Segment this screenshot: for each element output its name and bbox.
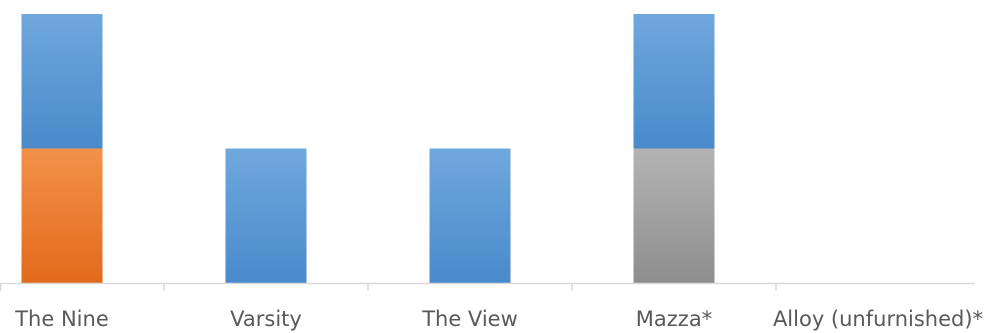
bar-segment-3-1 [633, 14, 715, 149]
x-tick-label: The Nine [14, 307, 109, 331]
x-axis-ticks [0, 283, 777, 291]
x-tick-label: Varsity [230, 307, 302, 331]
bars-layer [21, 14, 715, 283]
x-tick-label: Alloy (unfurnished)* [773, 307, 983, 331]
bar-segment-1-0 [225, 148, 307, 283]
x-axis-labels: The Nine Varsity The View Mazza* Alloy (unfu… [14, 307, 983, 331]
bar-segment-3-0 [633, 148, 715, 283]
bar-segment-0-0 [21, 148, 103, 283]
bar-segment-0-1 [21, 14, 103, 149]
x-tick-label: The View [421, 307, 518, 331]
x-tick-label: Mazza* [636, 307, 712, 331]
bar-segment-2-0 [429, 148, 511, 283]
